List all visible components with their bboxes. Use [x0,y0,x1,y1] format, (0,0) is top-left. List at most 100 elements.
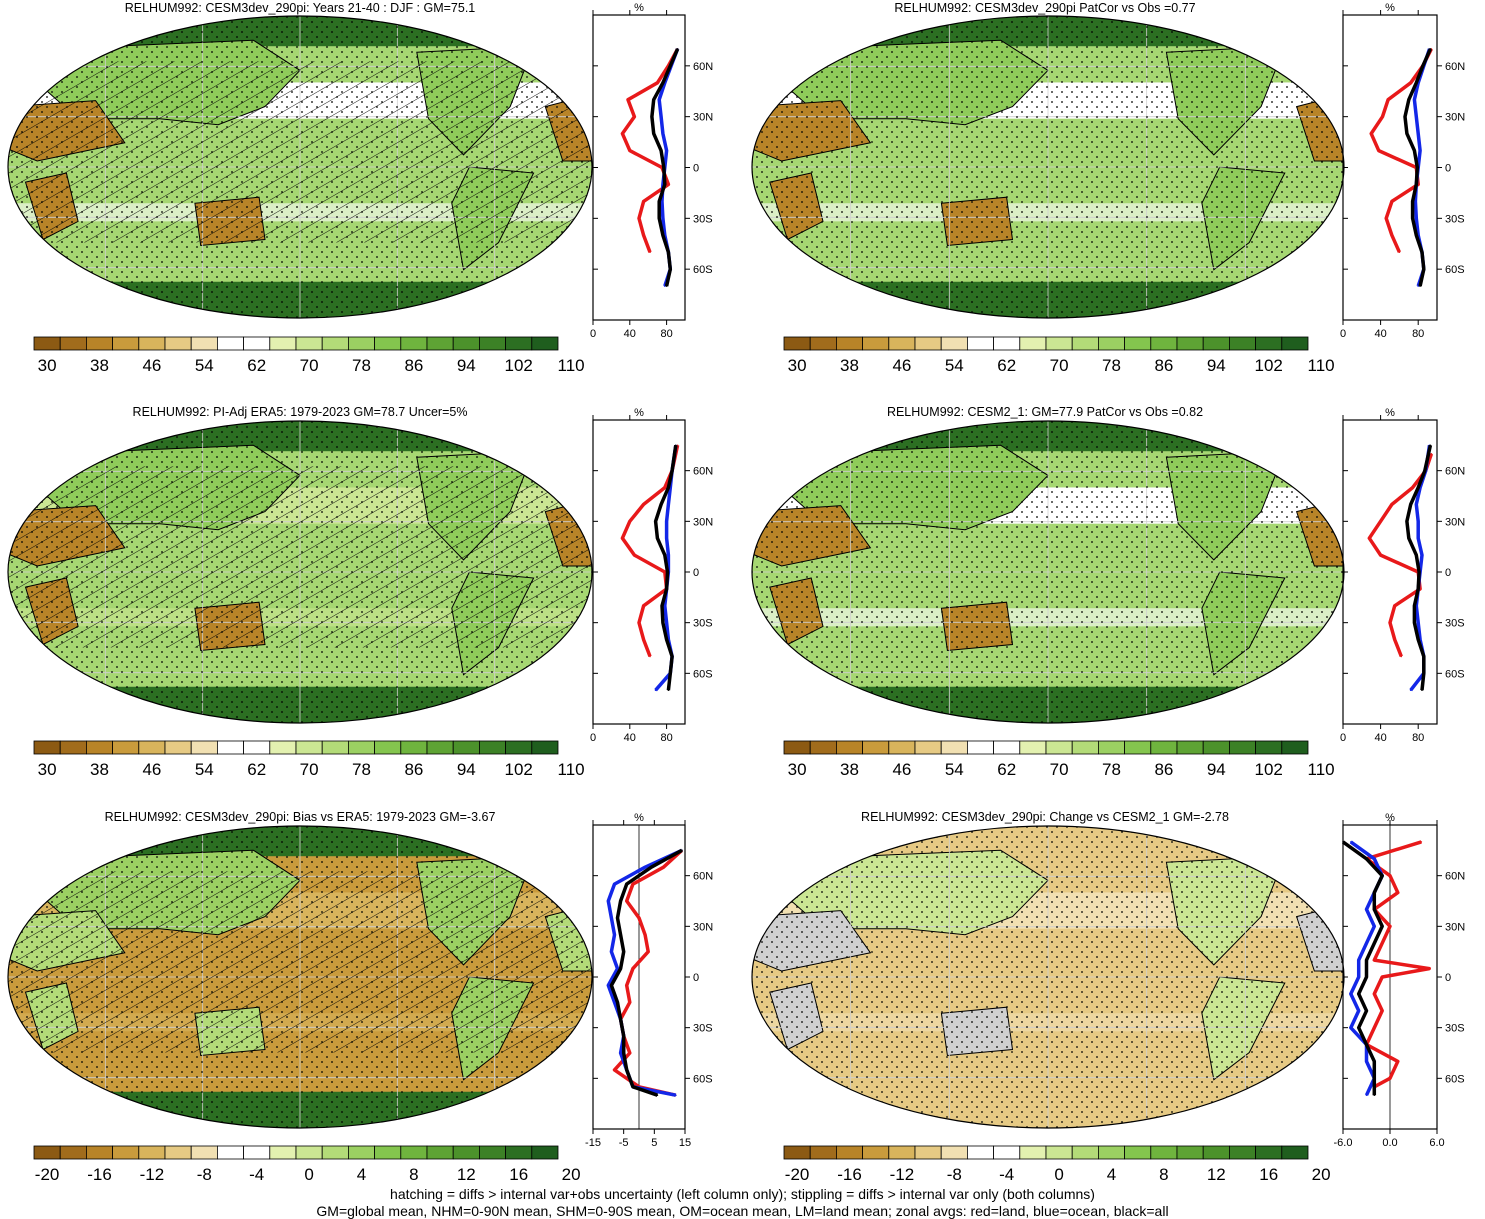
colorbar-swatch [321,1145,349,1160]
lat-tick-label: 60N [693,466,713,478]
point-land [1400,655,1403,658]
point-ocean [1365,942,1368,945]
panel-title: RELHUM992: CESM2_1: GM=77.9 PatCor vs Ob… [887,405,1203,419]
point-all [1423,672,1425,675]
colorbar-swatch [1281,336,1309,351]
point-ocean [665,537,668,540]
colorbar-swatch [967,336,995,351]
colorbar-swatch [993,740,1021,755]
series-all [1341,840,1384,1096]
point-all [663,554,666,556]
colorbar-label: 102 [1255,760,1283,779]
colorbar-swatch [321,336,349,351]
point-all [1415,234,1418,237]
colorbar-swatch [1071,1145,1099,1160]
point-all [1419,285,1421,287]
point-land [644,933,646,936]
point-land [662,866,665,869]
point-all [652,98,655,101]
point-all [1421,251,1423,254]
colorbar-swatch [1176,1145,1204,1160]
colorbar-label: 46 [892,760,911,779]
point-ocean [1373,925,1376,928]
colorbar-label: 110 [558,356,585,375]
point-ocean [1365,1094,1368,1097]
lat-tick-label: 30N [1445,921,1465,933]
point-land [642,503,645,506]
point-all [1415,81,1418,84]
colorbar-label: 12 [1207,1165,1226,1184]
point-all [671,469,673,472]
colorbar-swatch [888,336,916,351]
map-area [8,826,592,1128]
panel-title: RELHUM992: CESM3dev_290pi PatCor vs Obs … [894,1,1195,15]
point-land [621,132,624,135]
hatching [8,871,592,1053]
zonal-mean-plot: 60N 30N 0 30S 60S -6.0 0.0 6.0% [1334,812,1466,1149]
colorbar-label: 86 [404,760,423,779]
point-all [1373,942,1376,945]
point-all [1406,520,1408,523]
colorbar-swatch [1098,740,1126,755]
point-all [667,486,670,489]
panel-6: RELHUM992: CESM3dev_290pi: Change vs CES… [751,810,1466,1184]
colorbar-label: 94 [457,760,476,779]
colorbar-swatch [809,740,837,755]
lat-tick-label: 60N [693,61,713,73]
colorbar-label: 16 [1259,1165,1278,1184]
point-land [632,967,634,970]
colorbar-swatch [374,740,402,755]
colorbar-label: 94 [1207,760,1226,779]
point-all [1413,149,1416,152]
colorbar-label: 62 [247,760,266,779]
lat-tick-label: 0 [693,567,699,579]
colorbar: 30 38 46 54 62 70 78 86 94 102 110 [783,336,1335,375]
map-area [8,16,592,318]
point-land [633,554,636,556]
point-ocean [644,866,646,869]
colorbar-swatch [33,1145,61,1160]
colorbar-swatch [86,336,114,351]
colorbar-swatch [164,740,192,755]
point-all [1421,689,1423,692]
colorbar-swatch [1255,1145,1283,1160]
point-all [1373,1077,1376,1080]
colorbar-label: 78 [1102,760,1121,779]
point-ocean [661,200,663,203]
point-land [1370,132,1372,135]
colorbar-swatch [321,740,349,755]
point-all [1411,217,1414,220]
point-ocean [654,689,657,692]
point-all [662,81,664,84]
colorbar-swatch [216,740,244,755]
point-all [625,883,628,885]
point-ocean [1357,976,1360,978]
panel-title: RELHUM992: CESM3dev_290pi: Years 21-40 :… [125,1,476,15]
point-land [1373,959,1376,961]
unit-label: % [1385,2,1395,14]
point-ocean [1350,841,1352,843]
point-ocean [1365,1060,1368,1063]
colorbar-swatch [914,1145,942,1160]
colorbar-label: 20 [1312,1165,1331,1184]
point-ocean [1417,132,1419,135]
point-all [622,950,625,953]
colorbar-label: 20 [562,1165,581,1184]
colorbar-swatch [164,1145,192,1160]
unit-label: % [634,407,644,419]
point-ocean [1417,621,1419,624]
colorbar-label: 4 [357,1165,366,1184]
colorbar-label: 30 [788,356,807,375]
lat-tick-label: 60S [1445,668,1465,680]
point-all [625,1069,628,1071]
x-tick-label: 40 [1374,328,1386,340]
x-tick-label: 5 [651,1137,657,1149]
point-all [654,520,657,523]
point-land [647,950,649,953]
point-land [1373,1026,1376,1029]
colorbar-swatch [1281,740,1309,755]
point-land [1381,942,1383,945]
map-border [7,825,593,1129]
point-all [1415,554,1418,556]
